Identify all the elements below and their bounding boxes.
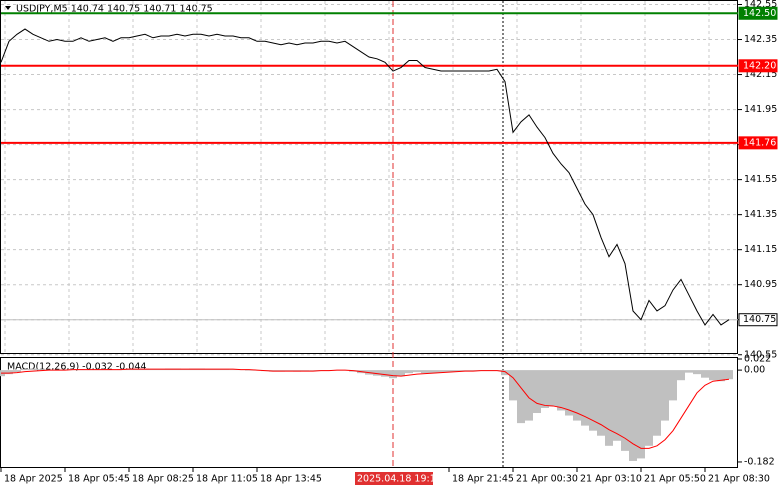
histogram-bar (589, 370, 597, 431)
histogram-bar (461, 370, 469, 372)
histogram-bar (701, 370, 709, 378)
histogram-bar (429, 370, 437, 374)
x-tick-label: 18 Apr 13:45 (260, 474, 322, 485)
x-tick-label: 18 Apr 11:05 (196, 474, 258, 485)
histogram-bar (301, 370, 309, 372)
x-tick-label: 21 Apr 00:30 (516, 474, 578, 485)
histogram-bar (373, 370, 381, 376)
macd-title: MACD(12,26,9) -0.032 -0.044 (7, 362, 146, 373)
level-label-bg (738, 313, 778, 327)
histogram-bar (661, 370, 669, 421)
histogram-bar (525, 370, 533, 421)
y-tick-label: 141.95 (744, 104, 777, 115)
y-tick-label: 141.15 (744, 244, 777, 255)
histogram-bar (405, 370, 413, 374)
level-label-bg (738, 59, 778, 73)
histogram-bar (541, 370, 549, 408)
histogram-bar (5, 370, 13, 375)
x-tick-label: 21 Apr 05:50 (644, 474, 706, 485)
histogram-bar (645, 370, 653, 446)
crosshair-label: 2025.04.18 19:15 (357, 474, 442, 485)
menu-arrow (5, 6, 11, 10)
histogram-bar (13, 370, 21, 373)
histogram-bar (381, 370, 389, 377)
histogram-bar (21, 369, 29, 371)
histogram-bar (709, 370, 717, 381)
histogram-bar (397, 370, 405, 377)
crosshair-label-bg (355, 472, 433, 485)
level-label-bg (738, 6, 778, 20)
histogram-bar (605, 370, 613, 446)
histogram-bar (613, 370, 621, 441)
x-tick-label: 18 Apr 05:45 (68, 474, 130, 485)
y-tick-label: 0.022 (744, 354, 771, 365)
histogram-bar (469, 370, 477, 372)
histogram-bar (717, 370, 725, 382)
histogram-bar (725, 370, 733, 380)
y-tick-label: -0.182 (744, 456, 775, 467)
chart-title: USDJPY,M5 140.74 140.75 140.71 140.75 (16, 4, 213, 15)
histogram-bar (693, 370, 701, 375)
histogram-bar (181, 369, 189, 371)
histogram-bar (29, 368, 37, 371)
y-tick-label: 140.55 (744, 349, 777, 360)
histogram-bar (557, 370, 565, 411)
y-tick-label: 141.55 (744, 174, 777, 185)
x-tick-label: 21 Apr 03:10 (580, 474, 642, 485)
level-label: 141.76 (743, 137, 776, 148)
histogram-bar (285, 370, 293, 372)
histogram-bar (221, 369, 229, 371)
histogram-bar (421, 370, 429, 374)
histogram-bar (413, 370, 421, 373)
histogram-bar (517, 370, 525, 424)
histogram-bar (157, 369, 165, 371)
y-tick-label: 142.35 (744, 34, 777, 45)
level-label: 142.20 (743, 60, 776, 71)
histogram-bar (669, 370, 677, 401)
histogram-bar (509, 370, 517, 401)
histogram-bar (453, 370, 461, 372)
histogram-bar (629, 370, 637, 461)
histogram-bar (621, 370, 629, 451)
histogram-bar (573, 370, 581, 421)
level-label: 140.75 (743, 314, 776, 325)
histogram-bar (445, 370, 453, 373)
y-tick-label: 142.15 (744, 69, 777, 80)
histogram-bar (677, 370, 685, 381)
x-tick-label: 18 Apr 08:25 (132, 474, 194, 485)
histogram-bar (533, 370, 541, 414)
signal-line (1, 368, 730, 449)
histogram-bar (205, 369, 213, 371)
histogram-bar (437, 370, 445, 373)
level-label-bg (738, 136, 778, 150)
y-tick-label: 0.00 (744, 365, 765, 376)
histogram-bar (245, 370, 253, 371)
histogram-bar (213, 369, 221, 371)
level-label: 142.50 (743, 8, 776, 19)
histogram-bar (685, 370, 693, 373)
x-tick-label: 18 Apr 21:45 (452, 474, 514, 485)
histogram-bar (581, 370, 589, 426)
histogram-bar (389, 370, 397, 379)
histogram-bar (597, 370, 605, 436)
x-tick-label: 21 Apr 08:30 (708, 474, 770, 485)
histogram-bar (37, 369, 45, 371)
histogram-bar (637, 370, 645, 459)
price-panel (0, 0, 738, 354)
histogram-bar (149, 369, 157, 371)
histogram-bar (501, 370, 509, 376)
y-tick-label: 140.95 (744, 279, 777, 290)
price-line (0, 28, 730, 326)
histogram-bar (125, 369, 133, 371)
histogram-bar (229, 369, 237, 371)
histogram-bar (549, 370, 557, 407)
histogram-bar (653, 370, 661, 436)
y-tick-label: 141.35 (744, 209, 777, 220)
x-tick-label: 18 Apr 2025 (4, 474, 63, 485)
histogram-bar (565, 370, 573, 416)
y-tick-label: 142.55 (744, 0, 777, 10)
histogram-bar (309, 370, 317, 371)
